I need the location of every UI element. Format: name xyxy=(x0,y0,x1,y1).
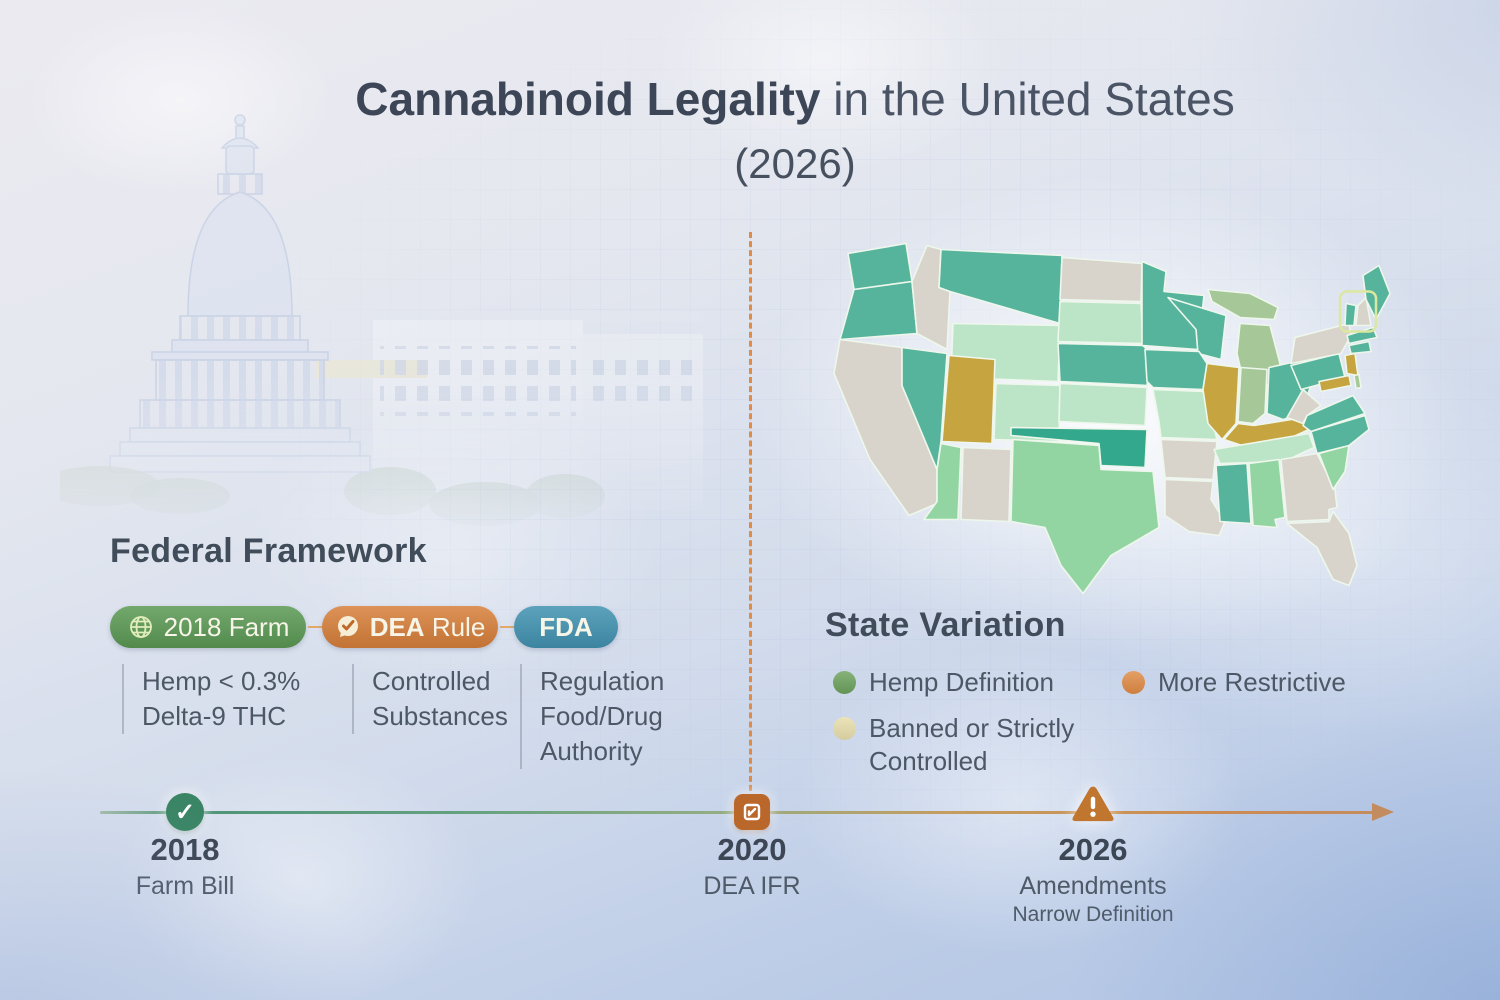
state-NM xyxy=(960,446,1012,523)
legend-hemp-definition: Hemp Definition xyxy=(833,666,1054,699)
pill-fda: FDA xyxy=(514,606,618,648)
state-TN xyxy=(1213,432,1315,465)
desc-line: Regulation xyxy=(540,666,665,696)
globe-icon xyxy=(129,616,152,638)
capitol-illustration xyxy=(60,114,703,526)
state-variation-heading: State Variation xyxy=(825,606,1066,644)
timeline-year: 2026 xyxy=(1058,832,1128,867)
desc-line: Authority xyxy=(540,736,643,766)
pill-connector xyxy=(500,626,514,628)
desc-2018-farm: Hemp < 0.3% Delta-9 THC xyxy=(122,664,300,734)
state-IN xyxy=(1237,366,1268,425)
state-FL xyxy=(1286,510,1358,587)
check-glyph: ✓ xyxy=(174,798,196,826)
timeline-sub: Farm Bill xyxy=(135,872,235,900)
state-MT xyxy=(938,248,1063,325)
us-choropleth-map xyxy=(833,242,1391,595)
warning-icon xyxy=(1070,784,1116,831)
state-NJ xyxy=(1344,352,1359,377)
timeline-sub: Amendments xyxy=(1019,872,1167,900)
state-UT xyxy=(941,354,996,445)
pill-2018-farm: 2018 Farm xyxy=(110,606,306,648)
state-OR xyxy=(839,280,918,341)
pill-dea-rule: DEA Rule xyxy=(322,606,498,648)
timeline-label-2020: 2020 DEA IFR xyxy=(703,832,800,901)
state-ME xyxy=(1362,264,1391,321)
timeline-sub2: Narrow Definition xyxy=(1012,903,1174,926)
desc-line: Controlled xyxy=(372,666,491,696)
legend-more-restrictive: More Restrictive xyxy=(1122,666,1346,699)
federal-framework-heading: Federal Framework xyxy=(110,532,427,570)
title-rest: in the United States xyxy=(820,73,1235,125)
page-title: Cannabinoid Legality in the United State… xyxy=(90,72,1500,188)
pill-label-bold: FDA xyxy=(539,611,593,642)
pale-yellow-dot-icon xyxy=(833,717,856,740)
state-CT xyxy=(1348,340,1372,355)
state-AR xyxy=(1160,438,1218,481)
desc-line: Food/Drug xyxy=(540,701,663,731)
capitol-dome xyxy=(60,114,371,514)
state-KS xyxy=(1058,382,1148,427)
timeline-year: 2020 xyxy=(717,832,787,867)
state-VT xyxy=(1344,302,1357,327)
timeline-label-2026: 2026 Amendments Narrow Definition xyxy=(1012,832,1173,927)
state-DE xyxy=(1353,373,1362,390)
title-bold: Cannabinoid Legality xyxy=(355,73,821,125)
state-TX xyxy=(1010,438,1160,595)
timeline-sub: DEA IFR xyxy=(703,872,801,900)
desc-line: Hemp < 0.3% xyxy=(142,666,301,696)
pill-connector xyxy=(308,626,322,628)
vt-nh-highlight-ring xyxy=(1338,290,1378,333)
check-badge-icon xyxy=(337,616,358,637)
state-IA xyxy=(1144,348,1208,391)
state-NE xyxy=(1057,342,1152,387)
state-WV xyxy=(1286,388,1322,425)
state-ND xyxy=(1059,256,1143,303)
orange-dot-icon xyxy=(1122,671,1145,694)
state-SD xyxy=(1057,300,1144,345)
timeline-year: 2018 xyxy=(150,832,220,867)
state-MS xyxy=(1215,462,1252,525)
check-circle-icon: ✓ xyxy=(166,793,204,831)
document-icon xyxy=(734,794,770,830)
desc-dea-rule: Controlled Substances xyxy=(352,664,508,734)
desc-fda: Regulation Food/Drug Authority xyxy=(520,664,664,769)
state-GA xyxy=(1280,452,1338,523)
legend-label: Hemp Definition xyxy=(869,667,1054,697)
desc-line: Delta-9 THC xyxy=(142,701,287,731)
pill-label-bold: DEA xyxy=(369,611,425,642)
dashed-divider-line xyxy=(749,232,752,800)
timeline-arrowhead-icon xyxy=(1372,803,1394,821)
state-MD xyxy=(1318,374,1352,393)
state-MI-upper xyxy=(1207,288,1279,321)
title-year: (2026) xyxy=(734,140,856,187)
timeline-label-2018: 2018 Farm Bill xyxy=(136,832,235,901)
green-dot-icon xyxy=(833,671,856,694)
legend-banned-controlled: Banned or Strictly Controlled xyxy=(833,712,1113,778)
state-AZ xyxy=(923,442,962,521)
pill-label: Rule xyxy=(424,611,486,642)
state-WI xyxy=(1167,296,1227,361)
pill-label: 2018 Farm xyxy=(163,611,290,642)
state-MN xyxy=(1141,260,1205,351)
legend-label: Banned or Strictly Controlled xyxy=(869,713,1075,776)
state-IL xyxy=(1202,362,1240,441)
desc-line: Substances xyxy=(372,701,508,731)
state-NH xyxy=(1355,296,1372,327)
state-LA xyxy=(1164,478,1226,537)
state-NC xyxy=(1310,414,1370,455)
white-building xyxy=(315,312,703,526)
legend-label: More Restrictive xyxy=(1158,667,1346,697)
state-AL xyxy=(1248,458,1286,529)
